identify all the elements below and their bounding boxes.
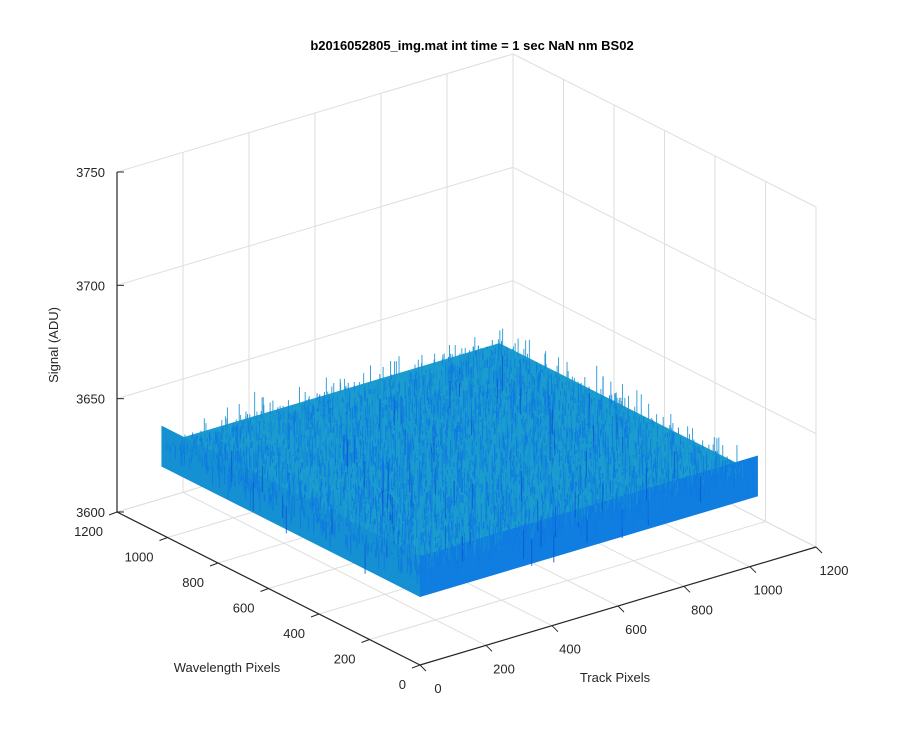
floor-grid-line	[369, 521, 766, 640]
surface-left-edge	[161, 425, 420, 597]
surface-plot	[161, 328, 758, 597]
back-wall-grid-line	[116, 166, 514, 286]
back-wall-grid-line	[116, 53, 514, 173]
side-wall-grid-line	[512, 280, 817, 435]
side-wall-grid-line	[512, 166, 817, 321]
back-wall-grid-line	[116, 280, 514, 400]
side-wall-grid-line	[512, 53, 817, 208]
surface-front-edge	[420, 455, 758, 597]
